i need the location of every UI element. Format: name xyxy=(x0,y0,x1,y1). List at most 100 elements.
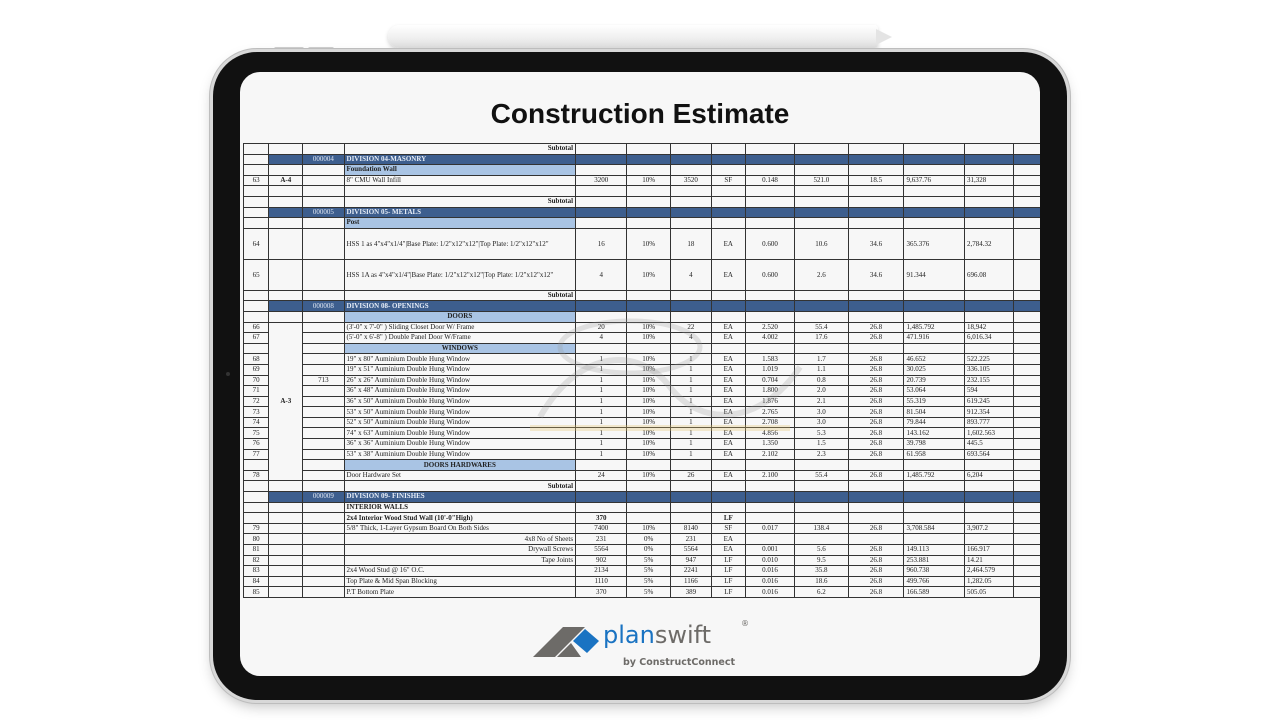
cell-description: 19" x 80" Auminium Double Hung Window xyxy=(343,353,577,365)
cell-total-quantity: 2241 xyxy=(669,565,712,577)
cell-quantity xyxy=(575,480,628,493)
cell-labor-cost xyxy=(903,459,965,471)
cell-cost-code xyxy=(302,406,345,418)
cell-labor-cost xyxy=(903,310,965,323)
cell-hours: 1.7 xyxy=(794,353,849,365)
cell-cost-code xyxy=(302,185,345,197)
cell-waste xyxy=(626,480,671,493)
cell-sheet xyxy=(268,491,304,503)
cell-labor-rate xyxy=(847,480,905,493)
cell-extra xyxy=(1013,575,1040,588)
cell-total-quantity: 231 xyxy=(669,533,712,545)
cell-description: Drywall Screws xyxy=(343,544,577,556)
cell-labor-rate: 26.8 xyxy=(847,427,905,440)
cell-extra xyxy=(1013,565,1040,577)
cell-labor-cost xyxy=(903,533,965,545)
cell-labor-rate xyxy=(847,512,905,524)
cell-extra xyxy=(1013,227,1040,260)
cell-material-cost: 445.5 xyxy=(963,438,1015,450)
cell-sheet xyxy=(268,512,304,524)
cell-description: DIVISION 04-MASONRY xyxy=(343,153,577,166)
cell-description: 36" x 48" Auminium Double Hung Window xyxy=(343,385,577,397)
cell-unit xyxy=(710,342,746,355)
cell-item-number xyxy=(243,153,270,166)
cell-cost-code xyxy=(302,310,345,323)
cell-rate: 1.350 xyxy=(744,438,796,450)
cell-hours xyxy=(794,491,849,503)
cell-material-cost xyxy=(963,459,1015,471)
table-row: 69 19" x 51" Auminium Double Hung Window 1… xyxy=(243,363,1040,376)
cell-description: HSS 1A as 4"x4"x1/4"|Base Plate: 1/2"x12… xyxy=(343,258,577,291)
cell-labor-rate xyxy=(847,143,905,155)
cell-description: DIVISION 05- METALS xyxy=(343,206,577,219)
cell-description: 4x8 No of Sheets xyxy=(343,533,577,545)
table-row: 75 74" x 63" Auminium Double Hung Window 1… xyxy=(243,427,1040,440)
cell-item-number: 73 xyxy=(243,406,270,418)
cell-labor-cost: 499.766 xyxy=(903,575,965,588)
cell-cost-code xyxy=(302,575,345,588)
cell-extra xyxy=(1013,395,1040,408)
cell-unit: EA xyxy=(710,395,746,408)
cell-rate xyxy=(744,164,796,176)
cell-labor-cost xyxy=(903,143,965,155)
cell-labor-rate: 34.6 xyxy=(847,258,905,291)
cell-rate: 2.520 xyxy=(744,321,796,334)
cell-description: Post xyxy=(343,217,577,229)
cell-hours: 2.3 xyxy=(794,448,849,461)
cell-hours: 3.0 xyxy=(794,416,849,429)
cell-sheet: A-3 xyxy=(268,321,304,482)
cell-cost-code xyxy=(302,544,345,556)
cell-extra xyxy=(1013,258,1040,291)
cell-material-cost: 696.08 xyxy=(963,258,1015,291)
cell-extra xyxy=(1013,332,1040,344)
cell-labor-cost xyxy=(903,153,965,166)
cell-material-cost: 912.354 xyxy=(963,406,1015,418)
cell-total-quantity xyxy=(669,310,712,323)
cell-labor-cost: 30.025 xyxy=(903,363,965,376)
cell-labor-cost: 39.798 xyxy=(903,438,965,450)
cell-extra xyxy=(1013,143,1040,155)
cell-labor-cost xyxy=(903,491,965,503)
cell-unit: EA xyxy=(710,258,746,291)
cell-description: INTERIOR WALLS xyxy=(343,501,577,514)
cell-description: Subtotal xyxy=(343,143,577,155)
cell-description: HSS 1 as 4"x4"x1/4"|Base Plate: 1/2"x12"… xyxy=(343,227,577,260)
cell-hours: 35.8 xyxy=(794,565,849,577)
cell-material-cost: 336.105 xyxy=(963,363,1015,376)
cell-quantity: 1 xyxy=(575,353,628,365)
table-row: 000008 DIVISION 08- OPENINGS xyxy=(243,300,1040,312)
cell-unit: SF xyxy=(710,522,746,535)
cell-labor-cost xyxy=(903,185,965,197)
cell-hours: 17.6 xyxy=(794,332,849,344)
cell-extra xyxy=(1013,153,1040,166)
cell-sheet xyxy=(268,586,304,598)
cell-hours: 6.2 xyxy=(794,586,849,598)
cell-quantity: 1 xyxy=(575,385,628,397)
cell-waste: 5% xyxy=(626,565,671,577)
cell-description: P.T Bottom Plate xyxy=(343,586,577,598)
cell-rate: 0.016 xyxy=(744,575,796,588)
cell-item-number: 85 xyxy=(243,586,270,598)
cell-rate: 1.876 xyxy=(744,395,796,408)
cell-description: DOORS HARDWARES xyxy=(343,459,577,471)
cell-total-quantity: 389 xyxy=(669,586,712,598)
cell-item-number: 71 xyxy=(243,385,270,397)
cell-extra xyxy=(1013,469,1040,482)
cell-item-number xyxy=(243,185,270,197)
cell-material-cost xyxy=(963,310,1015,323)
cell-waste: 5% xyxy=(626,586,671,598)
cell-total-quantity: 1 xyxy=(669,353,712,365)
cell-unit: EA xyxy=(710,427,746,440)
cell-unit: EA xyxy=(710,544,746,556)
table-row: Subtotal xyxy=(243,289,1040,302)
cell-rate: 0.017 xyxy=(744,522,796,535)
cell-total-quantity: 8140 xyxy=(669,522,712,535)
cell-sheet xyxy=(268,195,304,208)
table-row: DOORS xyxy=(243,310,1040,323)
cell-hours xyxy=(794,342,849,355)
cell-labor-cost xyxy=(903,300,965,312)
cell-rate xyxy=(744,491,796,503)
cell-hours: 5.3 xyxy=(794,427,849,440)
cell-unit: EA xyxy=(710,374,746,387)
cell-total-quantity: 18 xyxy=(669,227,712,260)
